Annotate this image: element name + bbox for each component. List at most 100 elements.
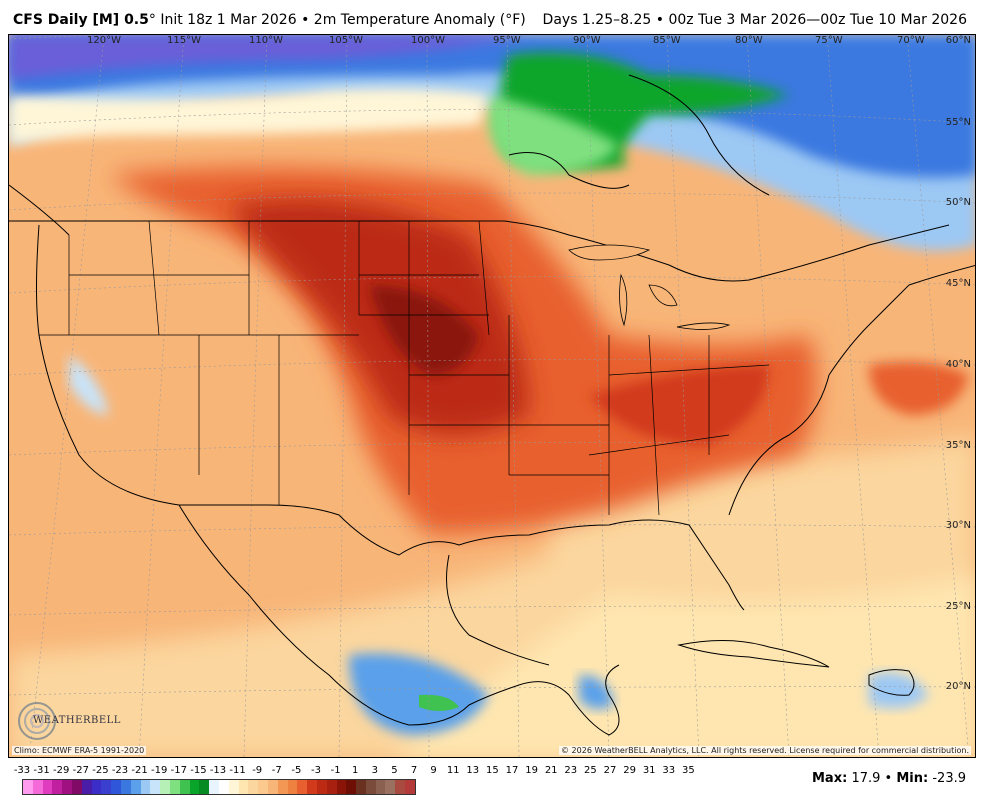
- longitude-label: 90°W: [573, 35, 601, 46]
- colorbar-swatch: [238, 780, 249, 794]
- colorbar-tick: 5: [391, 765, 398, 776]
- logo-text: WEATHERBELL: [33, 715, 121, 726]
- colorbar-tick: -31: [33, 765, 50, 776]
- colorbar-tick-labels: -33 -31 -29 -27 -25 -23 -21 -19 -17 -15 -13 -11 -9 -7…: [10, 765, 710, 779]
- longitude-label: 100°W: [411, 35, 445, 46]
- longitude-label: 70°W: [897, 35, 925, 46]
- map-canvas: [9, 35, 975, 757]
- min-label: Min: [896, 771, 924, 786]
- colorbar-tick: 9: [430, 765, 437, 776]
- colorbar-swatch: [32, 780, 43, 794]
- graticule: [9, 35, 975, 757]
- us-canada-border: [9, 220, 950, 282]
- colorbar-swatch: [365, 780, 376, 794]
- latitude-label: 55°N: [945, 117, 971, 128]
- colorbar-tick: -27: [72, 765, 89, 776]
- colorbar-swatch: [228, 780, 239, 794]
- colorbar-swatch: [287, 780, 298, 794]
- colorbar-swatch: [130, 780, 141, 794]
- colorbar-swatch: [140, 780, 151, 794]
- max-anomaly-center: [369, 285, 479, 375]
- longitude-label: 85°W: [653, 35, 681, 46]
- colorbar-tick: 15: [486, 765, 499, 776]
- colorbar-tick: -33: [13, 765, 31, 776]
- colorbar-swatch: [179, 780, 190, 794]
- colorbar-tick: -19: [151, 765, 168, 776]
- colorbar-tick: 21: [544, 765, 558, 776]
- max-label: Max: [812, 771, 843, 786]
- colorbar-swatch: [297, 780, 308, 794]
- colorbar-tick: 11: [446, 765, 460, 776]
- colorbar-tick: 1: [352, 765, 359, 776]
- colorbar-tick: -23: [111, 765, 129, 776]
- colorbar-swatch: [120, 780, 131, 794]
- colorbar-tick: 17: [505, 765, 519, 776]
- latitude-label: 40°N: [945, 359, 971, 370]
- colorbar-tick: -29: [53, 765, 70, 776]
- colorbar-tick: 13: [466, 765, 480, 776]
- colorbar-swatch: [248, 780, 259, 794]
- colorbar-swatch: [111, 780, 121, 794]
- latitude-label: 35°N: [945, 440, 971, 451]
- longitude-label: 80°W: [735, 35, 763, 46]
- colorbar-swatch: [209, 780, 219, 794]
- longitude-label: 120°W: [87, 35, 121, 46]
- cold-band-purple: [9, 35, 529, 80]
- colorbar-swatch: [258, 780, 268, 794]
- boundaries: [9, 74, 975, 736]
- canada-west-coast: [9, 184, 70, 236]
- colorbar-tick: 23: [564, 765, 578, 776]
- max-value: 17.9: [851, 771, 881, 786]
- colorbar-swatch: [199, 780, 210, 794]
- colorbar-swatch: [62, 780, 72, 794]
- colorbar-tick: -7: [271, 765, 282, 776]
- colorbar-swatch: [375, 780, 386, 794]
- us-coast-and-border: [36, 224, 745, 611]
- longitude-label: 105°W: [329, 35, 363, 46]
- latitude-label: 30°N: [945, 520, 971, 531]
- longitude-label: 115°W: [167, 35, 201, 46]
- colorbar-tick: -3: [311, 765, 321, 776]
- colorbar-tick: -25: [92, 765, 109, 776]
- lake-michigan: [619, 273, 628, 327]
- colorbar-swatch: [307, 780, 317, 794]
- anomaly-map: 120°W 115°W 110°W 105°W 100°W 95°W 90°W …: [8, 34, 976, 758]
- colorbar-tick: 31: [642, 765, 656, 776]
- colorbar-tick: 25: [584, 765, 597, 776]
- model-name: CFS Daily [M] 0.5: [13, 12, 149, 28]
- hot-anomaly-plains: [229, 199, 529, 435]
- latitude-label: 20°N: [945, 681, 971, 692]
- valid-period: Days 1.25–8.25 • 00z Tue 3 Mar 2026—00z …: [542, 12, 967, 28]
- canada-east-boundary: [628, 74, 770, 196]
- variable-name: 2m Temperature Anomaly (°F): [313, 12, 526, 28]
- colorbar-swatch: [316, 780, 327, 794]
- degree-symbol: °: [148, 12, 156, 28]
- colorbar-swatch: [91, 780, 102, 794]
- max-min-readout: Max: 17.9 • Min: -23.9: [812, 771, 966, 786]
- colorbar-tick: 7: [410, 765, 418, 776]
- lake-superior: [568, 244, 651, 261]
- min-value: -23.9: [932, 771, 966, 786]
- light-green-anomaly: [487, 95, 619, 175]
- longitude-label: 110°W: [249, 35, 283, 46]
- cold-patch-mexico: [349, 653, 489, 735]
- colorbar-swatch: [81, 780, 92, 794]
- caribbean-pale-zone: [391, 575, 975, 757]
- colorbar-swatch: [336, 780, 347, 794]
- colorbar-tick: -11: [229, 765, 246, 776]
- lake-huron: [648, 284, 678, 307]
- hudson-bay-south: [508, 152, 630, 189]
- colorbar-tick: -15: [190, 765, 207, 776]
- colorbar-tick: 19: [525, 765, 538, 776]
- colorbar-tick: 33: [662, 765, 676, 776]
- cuba-outline: [677, 640, 830, 668]
- colorbar-swatch: [42, 780, 53, 794]
- init-time: Init 18z 1 Mar 2026: [160, 12, 297, 28]
- colorbar-swatch: [23, 780, 33, 794]
- climatology-note: Climo: ECMWF ERA-5 1991-2020: [12, 746, 147, 755]
- colorbar: [22, 779, 416, 795]
- us-east-coast: [728, 265, 975, 516]
- colorbar-swatch: [150, 780, 161, 794]
- colorbar-swatch: [346, 780, 357, 794]
- colorbar-tick: -13: [209, 765, 227, 776]
